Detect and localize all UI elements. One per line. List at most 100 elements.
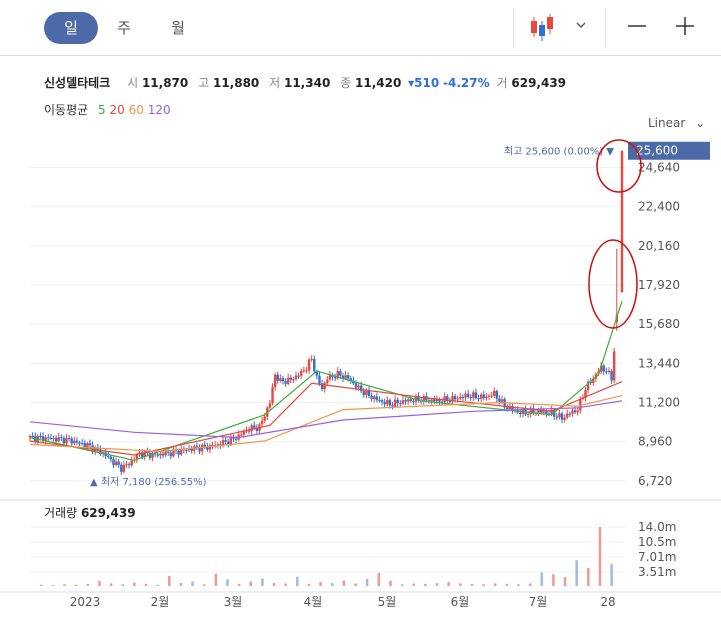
candle-body	[446, 396, 449, 401]
tab-month[interactable]: 월	[171, 19, 185, 37]
volume-bar	[459, 583, 462, 586]
candle-body	[396, 399, 399, 404]
candle-body	[60, 437, 63, 439]
candle-body	[307, 359, 311, 371]
candle-body	[180, 449, 183, 455]
high-label: 고	[198, 76, 210, 90]
candle-body	[427, 400, 431, 402]
candle-body	[52, 437, 55, 439]
volume-tick-label: 14.0m	[638, 520, 676, 534]
tab-day[interactable]: 일	[44, 12, 98, 44]
candle-body	[260, 420, 264, 425]
candle-body	[599, 365, 603, 372]
candle-body	[44, 437, 47, 442]
candle-body	[88, 443, 92, 446]
candle-body	[620, 150, 624, 293]
chart-type-button[interactable]	[525, 8, 595, 46]
candle-body	[448, 400, 452, 402]
candle-body	[320, 383, 324, 390]
candle-body	[70, 438, 73, 444]
volume-bar	[470, 583, 474, 586]
candle-body	[240, 434, 243, 436]
volume-bar	[319, 582, 322, 586]
candle-body	[451, 396, 454, 402]
x-tick-label: 28	[600, 595, 615, 609]
candle-body	[62, 437, 66, 444]
candle-body	[401, 400, 405, 404]
candle-body	[605, 371, 608, 373]
candle-body	[190, 448, 193, 451]
candle-body	[466, 393, 470, 398]
zoom-out-button[interactable]	[624, 8, 652, 46]
candle-body	[532, 408, 535, 414]
candle-body	[305, 370, 308, 372]
candle-body	[469, 397, 472, 399]
y-tick-label: 8,960	[638, 435, 672, 449]
zoom-in-button[interactable]	[672, 8, 700, 46]
candle-body	[302, 370, 306, 372]
candle-body	[357, 385, 360, 388]
candle-body	[545, 411, 548, 414]
candle-body	[365, 390, 368, 395]
candle-body	[459, 396, 462, 399]
candle-body	[386, 400, 389, 405]
candle-body	[273, 374, 277, 388]
moving-average-line	[29, 381, 623, 456]
tab-week[interactable]: 주	[117, 19, 131, 37]
candle-body	[477, 397, 480, 399]
candle-body	[263, 416, 266, 421]
candle-body	[336, 371, 339, 379]
volume-tick-label: 7.01m	[638, 550, 676, 564]
current-price-tag	[628, 141, 710, 160]
candle-body	[529, 408, 532, 415]
volume-bar	[214, 573, 218, 586]
candle-body	[300, 370, 303, 376]
candle-body	[54, 437, 58, 442]
volume-bar	[389, 580, 392, 586]
candle-body	[80, 442, 84, 444]
candle-body	[135, 454, 139, 460]
x-tick-label: 2월	[151, 595, 170, 609]
candle-body	[589, 381, 592, 383]
candle-body	[195, 446, 199, 448]
hand-drawn-circle	[588, 239, 638, 329]
candle-body	[286, 377, 290, 384]
volume-bar	[482, 584, 485, 586]
volume-bar	[563, 577, 567, 586]
candle-body	[232, 437, 235, 439]
candle-body	[378, 400, 381, 402]
y-tick-label: 15,680	[638, 317, 680, 331]
moving-average-line	[29, 400, 623, 439]
high-value: 11,880	[212, 76, 260, 90]
candle-body	[122, 464, 126, 472]
candle-body	[391, 405, 394, 407]
volume-bar	[51, 585, 55, 586]
volume-bar	[365, 578, 369, 586]
volume-bar	[610, 564, 613, 586]
volume-panel-title: 거래량 629,439	[44, 504, 136, 521]
candle-body	[28, 435, 32, 438]
volume-bar	[307, 583, 311, 586]
candle-body	[592, 378, 595, 383]
moving-average-legend[interactable]: 이동평균 5 20 60 120	[44, 101, 171, 118]
candle-body	[125, 464, 128, 466]
candle-body	[234, 438, 238, 440]
candle-body	[326, 379, 329, 384]
candle-body	[224, 440, 227, 442]
volume-bar	[296, 576, 299, 586]
candle-body	[482, 394, 485, 399]
candle-body	[526, 414, 530, 416]
volume-bar	[272, 583, 276, 586]
close-label: 종	[340, 76, 352, 90]
candle-body	[433, 399, 436, 402]
candle-body	[344, 375, 347, 379]
candle-body	[500, 399, 504, 402]
candle-body	[156, 454, 159, 456]
volume-bar	[63, 584, 66, 586]
x-tick-label: 7월	[529, 595, 548, 609]
scale-dropdown[interactable]: Linear ⌄	[648, 116, 705, 130]
volume-bar	[587, 567, 590, 586]
candle-body	[555, 416, 559, 418]
candle-body	[216, 444, 219, 446]
